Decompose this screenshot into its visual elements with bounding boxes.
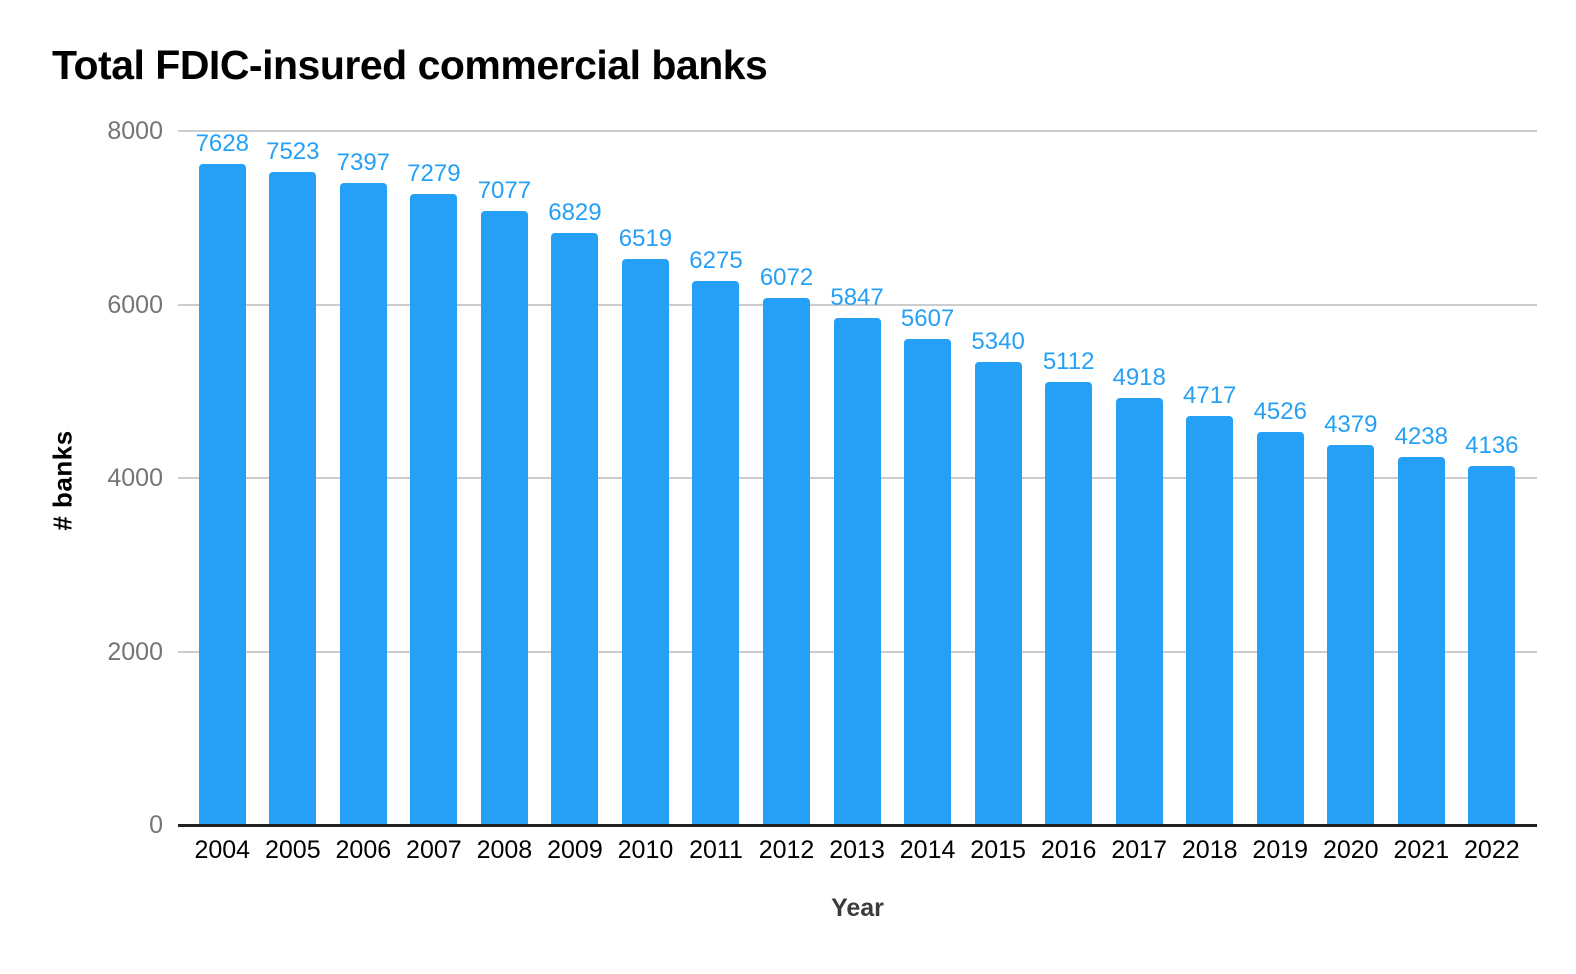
bar <box>410 194 458 825</box>
bar-value-label: 4379 <box>1324 411 1378 438</box>
bar-slot-2011: 6275 <box>681 131 752 825</box>
bar-value-label: 7523 <box>266 138 320 165</box>
bar <box>763 298 811 825</box>
x-tick-label: 2010 <box>617 836 674 864</box>
bar <box>904 339 952 825</box>
x-axis-line <box>178 824 1537 827</box>
bar-value-label: 4526 <box>1253 398 1307 425</box>
bar <box>1256 432 1304 825</box>
x-tick-label: 2009 <box>547 836 603 864</box>
bar <box>480 211 528 825</box>
x-tick-label: 2008 <box>476 836 533 864</box>
bar-slot-2004: 7628 <box>187 131 258 825</box>
bar-slot-2009: 6829 <box>540 131 611 825</box>
bar-value-label: 5340 <box>971 328 1025 355</box>
x-tick-label: 2022 <box>1464 836 1520 864</box>
bar-value-label: 6275 <box>689 247 743 274</box>
x-tick-label: 2012 <box>758 836 815 864</box>
gridline <box>178 303 1537 306</box>
gridline <box>178 130 1537 132</box>
x-tick-label: 2019 <box>1252 836 1309 864</box>
bar-slot-2013: 5847 <box>822 131 893 825</box>
y-tick-label: 0 <box>149 811 163 839</box>
bar-slot-2015: 5340 <box>963 131 1034 825</box>
y-tick-label: 4000 <box>107 464 163 492</box>
bar-slot-2010: 6519 <box>610 131 681 825</box>
bar <box>833 318 881 825</box>
bar-value-label: 4918 <box>1112 364 1166 391</box>
bar <box>1468 466 1516 825</box>
bar-slot-2021: 4238 <box>1386 131 1457 825</box>
x-axis-tick-labels: 2004 2005 2006 2007 2008 2009 2010 2011 2012 2013… <box>187 836 1527 865</box>
x-axis-title: Year <box>831 894 884 922</box>
x-tick-label: 2005 <box>264 836 321 864</box>
x-tick-label: 2011 <box>689 836 743 864</box>
bar <box>1327 445 1375 825</box>
bar-value-label: 6829 <box>548 199 602 226</box>
bar-slot-2008: 7077 <box>469 131 540 825</box>
chart-title: Total FDIC-insured commercial banks <box>52 42 768 88</box>
bar-slot-2014: 5607 <box>892 131 963 825</box>
bar-slot-2018: 4717 <box>1174 131 1245 825</box>
bar-value-label: 4238 <box>1394 423 1448 450</box>
bar-value-label: 7397 <box>336 149 391 176</box>
bar <box>198 164 246 825</box>
bar-value-label: 5607 <box>900 305 955 332</box>
x-tick-label: 2014 <box>899 836 956 864</box>
y-tick-label: 8000 <box>107 117 163 145</box>
bar-slot-2017: 4918 <box>1104 131 1175 825</box>
bar-value-label: 6519 <box>618 225 673 252</box>
bar-value-label: 5112 <box>1042 348 1095 375</box>
x-tick-label: 2018 <box>1181 836 1238 864</box>
bar-slot-2012: 6072 <box>751 131 822 825</box>
bar-slot-2022: 4136 <box>1457 131 1528 825</box>
x-tick-label: 2016 <box>1040 836 1097 864</box>
bar-value-label: 6072 <box>759 264 814 291</box>
y-tick-label: 2000 <box>107 637 163 666</box>
bar-value-label: 7279 <box>407 160 461 187</box>
bar-slot-2005: 7523 <box>258 131 329 825</box>
x-tick-label: 2020 <box>1322 836 1379 864</box>
x-tick-label: 2004 <box>194 836 251 864</box>
bar <box>974 362 1022 825</box>
bar <box>339 183 387 825</box>
bar-slot-2006: 7397 <box>328 131 399 825</box>
bar <box>1115 398 1163 825</box>
x-tick-label: 2006 <box>335 836 392 864</box>
bar-series: 7628 7523 7397 7279 7077 6829 6519 6275 6072 5847… <box>187 131 1527 825</box>
x-tick-label: 2013 <box>829 836 885 864</box>
x-tick-label: 2017 <box>1111 836 1167 864</box>
bar <box>692 281 740 825</box>
bar-value-label: 4136 <box>1465 432 1519 459</box>
bar <box>621 259 669 825</box>
x-tick-label: 2021 <box>1393 836 1450 864</box>
bar-value-label: 7628 <box>195 130 249 157</box>
bar-slot-2016: 5112 <box>1033 131 1104 825</box>
x-tick-label: 2015 <box>970 836 1026 864</box>
bar <box>1397 457 1445 825</box>
bar <box>551 233 599 825</box>
y-axis-title: # banks <box>47 430 78 531</box>
bar-slot-2007: 7279 <box>399 131 470 825</box>
bar <box>1045 382 1093 825</box>
bar <box>1186 416 1234 825</box>
bar-slot-2020: 4379 <box>1316 131 1387 825</box>
bar-slot-2019: 4526 <box>1245 131 1316 825</box>
x-tick-label: 2007 <box>406 836 462 864</box>
bar <box>269 172 317 825</box>
bar-value-label: 7077 <box>477 177 532 204</box>
y-tick-label: 6000 <box>107 290 163 319</box>
bar-value-label: 4717 <box>1183 382 1237 409</box>
bar-value-label: 5847 <box>830 284 884 311</box>
